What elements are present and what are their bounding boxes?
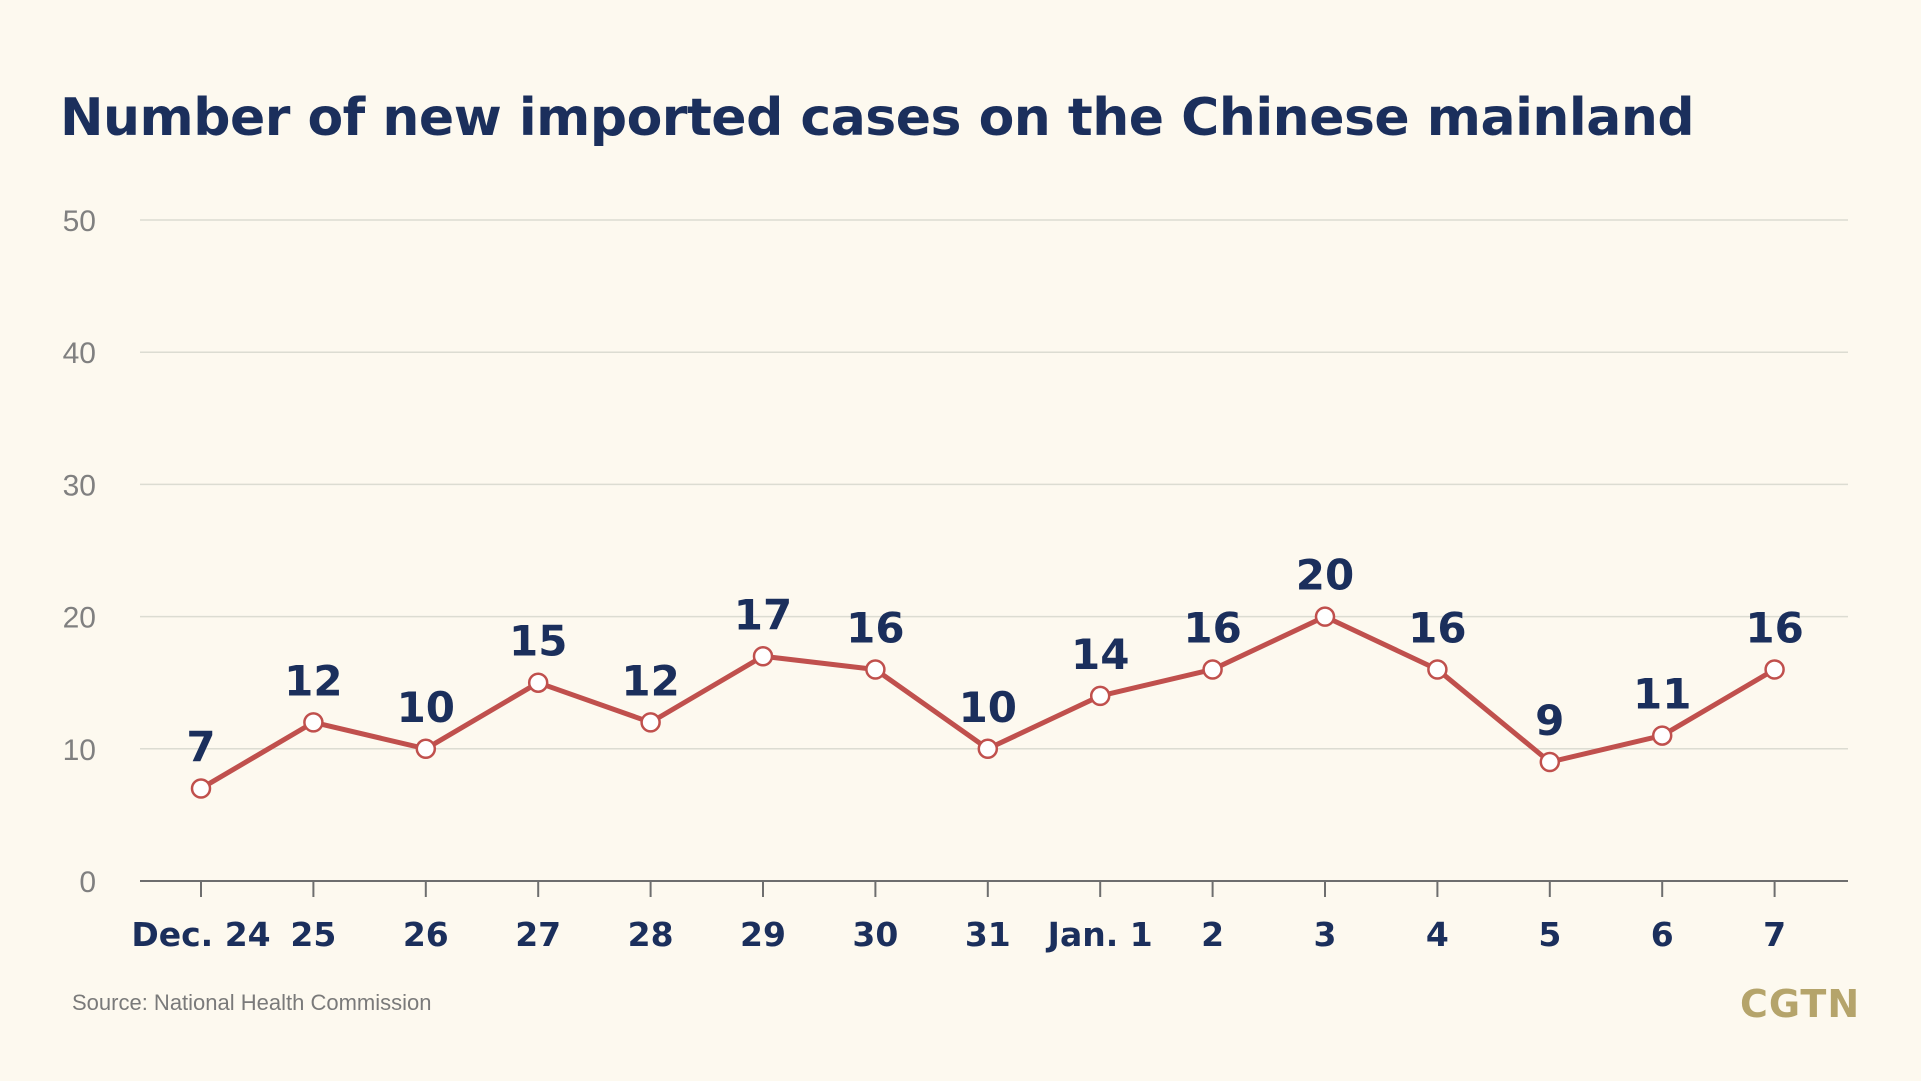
x-tick-label: 30	[852, 915, 898, 954]
x-tick-label: 3	[1314, 915, 1337, 954]
data-label: 15	[509, 617, 567, 666]
data-label: 12	[621, 656, 679, 705]
data-label: 17	[734, 590, 792, 639]
x-tick-label: 2	[1201, 915, 1224, 954]
source-note: Source: National Health Commission	[72, 990, 432, 1015]
data-point	[1427, 659, 1448, 680]
data-point	[1764, 659, 1785, 680]
x-tick-label: 25	[290, 915, 336, 954]
data-point	[865, 659, 886, 680]
y-tick-label: 0	[79, 866, 96, 899]
data-label: 16	[1183, 603, 1241, 652]
data-label: 16	[846, 603, 904, 652]
data-point	[1314, 606, 1336, 627]
y-tick-label: 30	[63, 469, 96, 502]
data-label: 11	[1633, 670, 1691, 719]
x-tick-label: Jan. 1	[1046, 915, 1153, 954]
data-point	[190, 778, 212, 799]
data-label: 16	[1408, 603, 1466, 652]
data-point	[303, 712, 324, 733]
data-point	[977, 738, 999, 760]
y-tick-label: 20	[63, 602, 96, 635]
data-point	[1651, 725, 1673, 746]
x-tick-label: 26	[403, 915, 449, 954]
data-label: 10	[397, 683, 455, 732]
data-label: 16	[1745, 603, 1803, 652]
x-tick-label: 31	[965, 915, 1011, 954]
data-point	[415, 738, 437, 760]
x-tick-label: 4	[1426, 915, 1449, 954]
data-point	[1202, 659, 1223, 680]
data-label: 9	[1535, 696, 1564, 745]
x-tick-label: 6	[1651, 915, 1674, 954]
data-point	[1539, 751, 1561, 773]
data-label: 7	[186, 722, 215, 771]
x-tick-label: 29	[740, 915, 786, 954]
x-tick-label: 27	[515, 915, 561, 954]
y-tick-label: 40	[63, 337, 96, 370]
x-tick-label: 28	[628, 915, 674, 954]
data-point	[527, 672, 549, 693]
y-tick-label: 10	[63, 734, 96, 767]
data-label: 12	[284, 656, 342, 705]
data-point	[752, 646, 774, 667]
data-point	[640, 712, 661, 733]
data-label: 10	[959, 683, 1017, 732]
x-tick-label: Dec. 24	[131, 915, 270, 954]
data-point	[1089, 685, 1111, 707]
y-tick-label: 50	[63, 205, 96, 238]
x-tick-label: 7	[1763, 915, 1786, 954]
x-tick-label: 5	[1538, 915, 1561, 954]
data-label: 14	[1071, 630, 1129, 679]
chart-title: Number of new imported cases on the Chin…	[60, 88, 1695, 148]
cgtn-logo: CGTN	[1740, 982, 1861, 1026]
data-label: 20	[1296, 551, 1354, 600]
